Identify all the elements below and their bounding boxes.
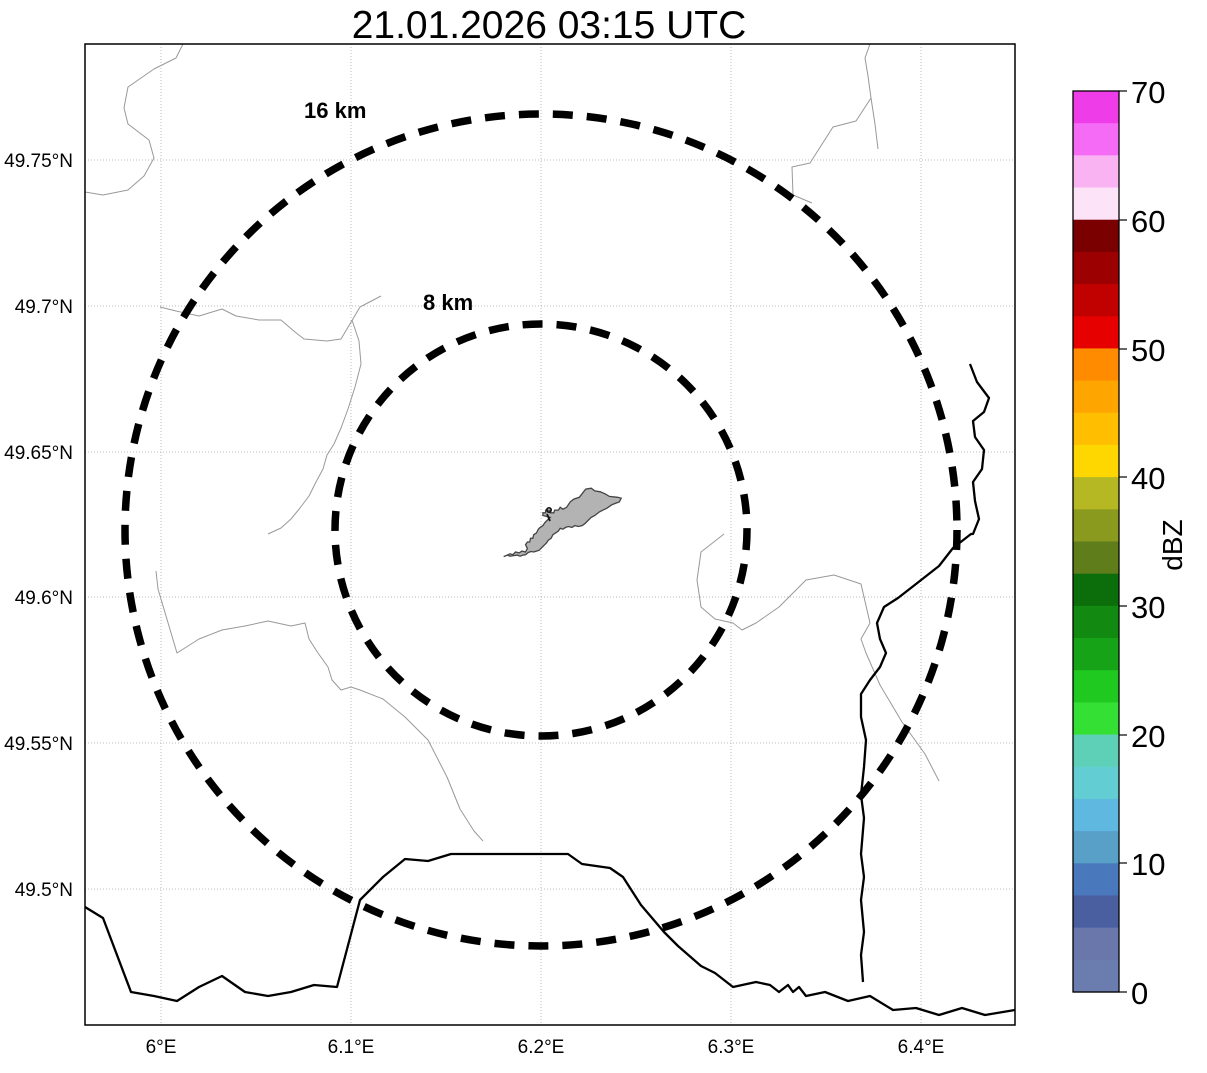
svg-text:49.55°N: 49.55°N bbox=[4, 734, 73, 755]
svg-text:40: 40 bbox=[1131, 461, 1165, 496]
svg-text:60: 60 bbox=[1131, 204, 1165, 239]
svg-text:70: 70 bbox=[1131, 75, 1165, 110]
svg-text:49.6°N: 49.6°N bbox=[15, 588, 73, 609]
svg-text:6.4°E: 6.4°E bbox=[898, 1037, 945, 1058]
svg-text:16 km: 16 km bbox=[304, 98, 366, 123]
svg-text:6.1°E: 6.1°E bbox=[328, 1037, 375, 1058]
svg-text:dBZ: dBZ bbox=[1157, 519, 1188, 570]
svg-text:8 km: 8 km bbox=[423, 290, 473, 315]
svg-text:49.5°N: 49.5°N bbox=[15, 880, 73, 901]
svg-text:49.75°N: 49.75°N bbox=[4, 151, 73, 172]
svg-text:6.2°E: 6.2°E bbox=[518, 1037, 565, 1058]
svg-text:50: 50 bbox=[1131, 333, 1165, 368]
svg-text:49.7°N: 49.7°N bbox=[15, 297, 73, 318]
svg-text:30: 30 bbox=[1131, 590, 1165, 625]
svg-text:49.65°N: 49.65°N bbox=[4, 443, 73, 464]
svg-text:6°E: 6°E bbox=[146, 1037, 177, 1058]
svg-text:0: 0 bbox=[1131, 976, 1148, 1011]
svg-text:21.01.2026 03:15 UTC: 21.01.2026 03:15 UTC bbox=[352, 4, 747, 47]
svg-text:6.3°E: 6.3°E bbox=[708, 1037, 755, 1058]
svg-text:10: 10 bbox=[1131, 847, 1165, 882]
svg-text:20: 20 bbox=[1131, 719, 1165, 754]
